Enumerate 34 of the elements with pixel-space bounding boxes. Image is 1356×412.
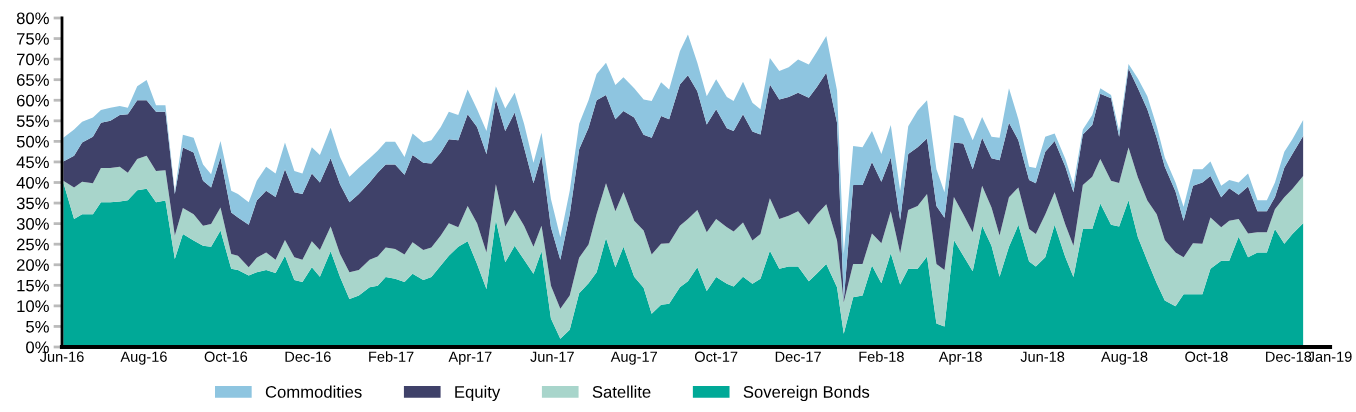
legend-label: Sovereign Bonds (743, 385, 870, 402)
x-tick-label: Jun-17 (530, 351, 574, 362)
y-tick-label: 25% (16, 238, 49, 251)
y-tick-label: 5% (26, 320, 49, 333)
x-tick-label: Aug-16 (120, 351, 167, 365)
x-tick-label: Aug-17 (610, 351, 657, 365)
x-tick-label: Dec-17 (775, 351, 821, 362)
y-tick-label: 15% (17, 279, 49, 292)
y-tick-label: 75% (17, 33, 49, 45)
x-tick-label: Feb-18 (859, 351, 904, 362)
x-tick-label: Feb-17 (369, 351, 414, 362)
legend-label: Commodities (265, 385, 362, 398)
y-tick-label: 10% (17, 300, 49, 313)
x-tick-label: Apr-17 (448, 351, 492, 365)
x-tick-label: Dec-16 (285, 351, 331, 362)
x-tick-label: Aug-18 (1101, 351, 1148, 365)
y-tick-label: 80% (16, 12, 49, 25)
x-tick-label: Apr-18 (938, 351, 982, 365)
y-tick-label: 65% (16, 74, 49, 86)
x-tick-label: Jun-18 (1020, 351, 1065, 362)
y-tick-label: 20% (16, 259, 49, 271)
y-tick-label: 45% (16, 156, 49, 169)
y-tick-label: 50% (16, 135, 49, 148)
y-tick-label: 30% (16, 218, 49, 230)
y-tick-label: 35% (16, 197, 49, 210)
y-tick-label: 55% (16, 115, 49, 128)
legend-label: Satellite (592, 385, 651, 398)
x-tick-label: Oct-17 (694, 351, 738, 362)
legend-label: Equity (455, 385, 501, 402)
y-tick-label: 70% (17, 53, 49, 66)
x-tick-label: Oct-16 (204, 351, 248, 362)
y-tick-label: 60% (16, 94, 49, 107)
x-tick-label: Oct-18 (1185, 351, 1228, 362)
y-tick-label: 40% (16, 176, 49, 189)
